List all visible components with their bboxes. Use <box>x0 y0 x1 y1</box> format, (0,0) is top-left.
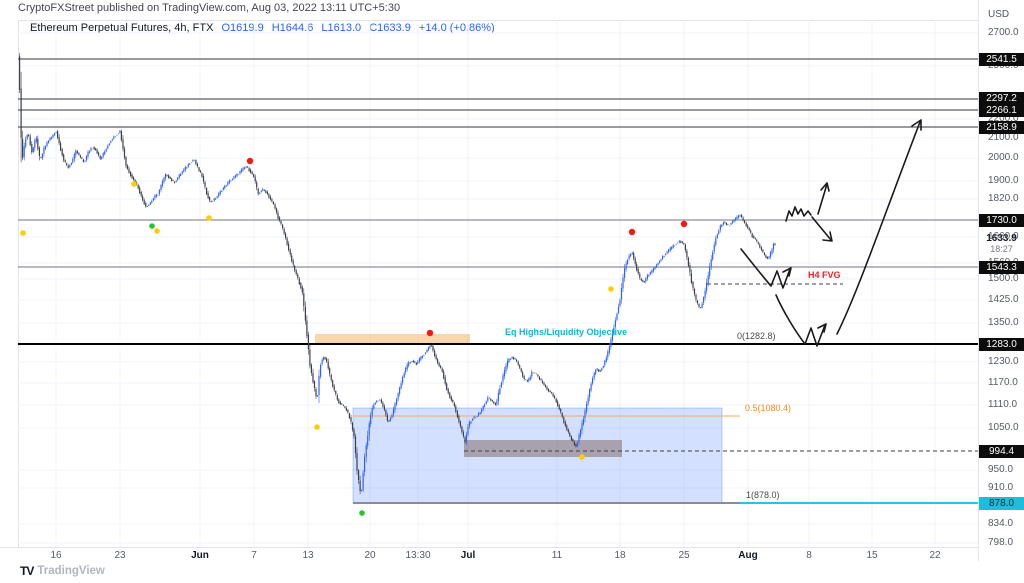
tradingview-logo-icon: TV <box>20 564 34 578</box>
signal-dot-green <box>149 223 155 229</box>
fib-05-label: 0.5(1080.4) <box>745 403 792 413</box>
drawn-annotation-arrow <box>785 206 812 222</box>
price-tick-label: 2200.0 <box>988 113 1019 124</box>
signal-dot-yellow <box>314 424 320 430</box>
price-tick-label: 2100.0 <box>988 132 1019 143</box>
price-level-badge: 2297.2 <box>979 91 1024 105</box>
price-tick-label: 2700.0 <box>988 27 1019 38</box>
current-price-label: 1633.9 18:27 <box>979 233 1024 254</box>
price-tick-label: 1050.0 <box>988 422 1019 433</box>
signal-dot-yellow <box>154 228 160 234</box>
signal-dot-yellow <box>579 454 585 460</box>
signal-dot-yellow <box>20 230 26 236</box>
price-level-badge: 2158.9 <box>979 120 1024 134</box>
ohlc-open: O1619.9 <box>221 22 264 34</box>
drawn-annotation-arrow <box>817 183 828 215</box>
price-tick-label: 1425.0 <box>988 294 1019 305</box>
price-tick-label: 1660.0 <box>988 231 1019 242</box>
drawn-annotation-arrow <box>822 231 833 242</box>
price-tick-label: 2000.0 <box>988 152 1019 163</box>
fib-0-label: 0(1282.8) <box>737 331 776 341</box>
price-tick-label: 950.0 <box>988 464 1014 475</box>
drawn-annotation-arrow <box>820 182 830 192</box>
demand-zone <box>352 407 723 504</box>
h4-fvg-label: H4 FVG <box>808 270 841 280</box>
signal-dot-red <box>246 157 254 165</box>
time-tick-label: Jul <box>460 550 476 561</box>
price-tick-label: 2500.0 <box>988 60 1019 71</box>
candle-bodies-up <box>23 130 776 491</box>
price-axis[interactable]: USD 1633.9 18:27 2700.0 2500.0 2200.0 2100.… <box>978 0 1024 561</box>
price-chart-pane[interactable] <box>0 0 978 547</box>
symbol-title: Ethereum Perpetual Futures, 4h, FTX <box>30 22 214 34</box>
ohlc-low: L1613.0 <box>321 22 362 34</box>
signal-dot-red <box>680 220 688 228</box>
price-tick-label: 798.0 <box>988 537 1014 548</box>
price-tick-label: 910.0 <box>988 482 1014 493</box>
price-level-badge: 994.4 <box>979 444 1024 458</box>
chart-legend[interactable]: Ethereum Perpetual Futures, 4h, FTX O161… <box>30 22 495 34</box>
price-tick-label: 834.0 <box>988 518 1014 529</box>
price-level-badge: 2541.5 <box>979 52 1024 66</box>
time-tick-label: 25 <box>678 550 690 561</box>
signal-dot-red <box>628 228 636 236</box>
price-tick-label: 1820.0 <box>988 193 1019 204</box>
tradingview-logo[interactable]: TV TradingView <box>20 562 105 580</box>
time-tick-label: Jun <box>191 550 209 561</box>
drawn-annotation-arrow <box>740 248 791 289</box>
time-tick-label: 22 <box>929 550 941 561</box>
time-tick-label: 11 <box>551 550 563 561</box>
price-tick-label: 1170.0 <box>988 377 1018 388</box>
price-tick-label: 1500.0 <box>988 273 1019 284</box>
time-tick-label: 23 <box>114 550 126 561</box>
time-tick-label: 13 <box>302 550 314 561</box>
price-tick-label: 1350.0 <box>988 317 1019 328</box>
signal-dot-red <box>426 329 434 337</box>
time-tick-label: 16 <box>50 550 62 561</box>
candle-countdown: 18:27 <box>990 244 1013 254</box>
chart-pane-frame <box>18 20 979 548</box>
price-tick-label: 1230.0 <box>988 356 1019 367</box>
drawn-annotation-arrow <box>911 119 922 131</box>
fib-1-label: 1(878.0) <box>746 490 780 500</box>
price-level-badge: 1283.0 <box>979 337 1024 351</box>
drawn-annotation-arrow <box>811 216 832 241</box>
signal-dot-yellow <box>608 286 614 292</box>
drawn-annotation-arrow <box>775 294 826 347</box>
drawn-annotation-arrow <box>817 323 827 333</box>
price-level-badge: 2266.1 <box>979 103 1024 117</box>
signal-dot-yellow <box>131 181 137 187</box>
breaker-block <box>464 440 622 457</box>
price-tick-label: 1110.0 <box>988 399 1018 410</box>
eq-highs-supply-band <box>315 334 470 343</box>
time-tick-label: 20 <box>364 550 376 561</box>
eq-highs-liquidity-label: Eq Highs/Liquidity Objective <box>505 327 628 337</box>
time-tick-label: Aug <box>738 550 758 561</box>
price-level-badge: 1730.0 <box>979 213 1024 227</box>
price-level-badge: 878.0 <box>979 496 1024 510</box>
time-tick-label: 8 <box>806 550 812 561</box>
time-tick-label: 15 <box>866 550 878 561</box>
signal-dot-green <box>359 510 365 516</box>
time-tick-label: 18 <box>614 550 626 561</box>
time-tick-label: 13:30 <box>405 550 431 561</box>
ohlc-close: C1633.9 <box>369 22 411 34</box>
candle-bodies-down <box>19 56 768 491</box>
time-axis[interactable]: 16 23 Jun 7 13 20 13:30 Jul 11 18 25 Aug 8 15 22 <box>0 547 978 562</box>
time-tick-label: 7 <box>251 550 257 561</box>
signal-dot-yellow <box>206 215 212 221</box>
published-attribution: CryptoFXStreet published on TradingView.… <box>18 2 401 14</box>
price-level-badge: 1543.3 <box>979 260 1024 274</box>
ohlc-high: H1644.6 <box>271 22 314 34</box>
drawn-annotation-arrow <box>782 267 792 277</box>
current-price-value: 1633.9 <box>986 233 1017 244</box>
tradingview-logo-text: TradingView <box>37 565 105 577</box>
ohlc-change: +14.0 (+0.86%) <box>418 22 495 34</box>
drawn-annotation-arrow <box>836 121 921 335</box>
price-tick-label: 1900.0 <box>988 175 1019 186</box>
price-axis-currency: USD <box>988 9 1010 20</box>
